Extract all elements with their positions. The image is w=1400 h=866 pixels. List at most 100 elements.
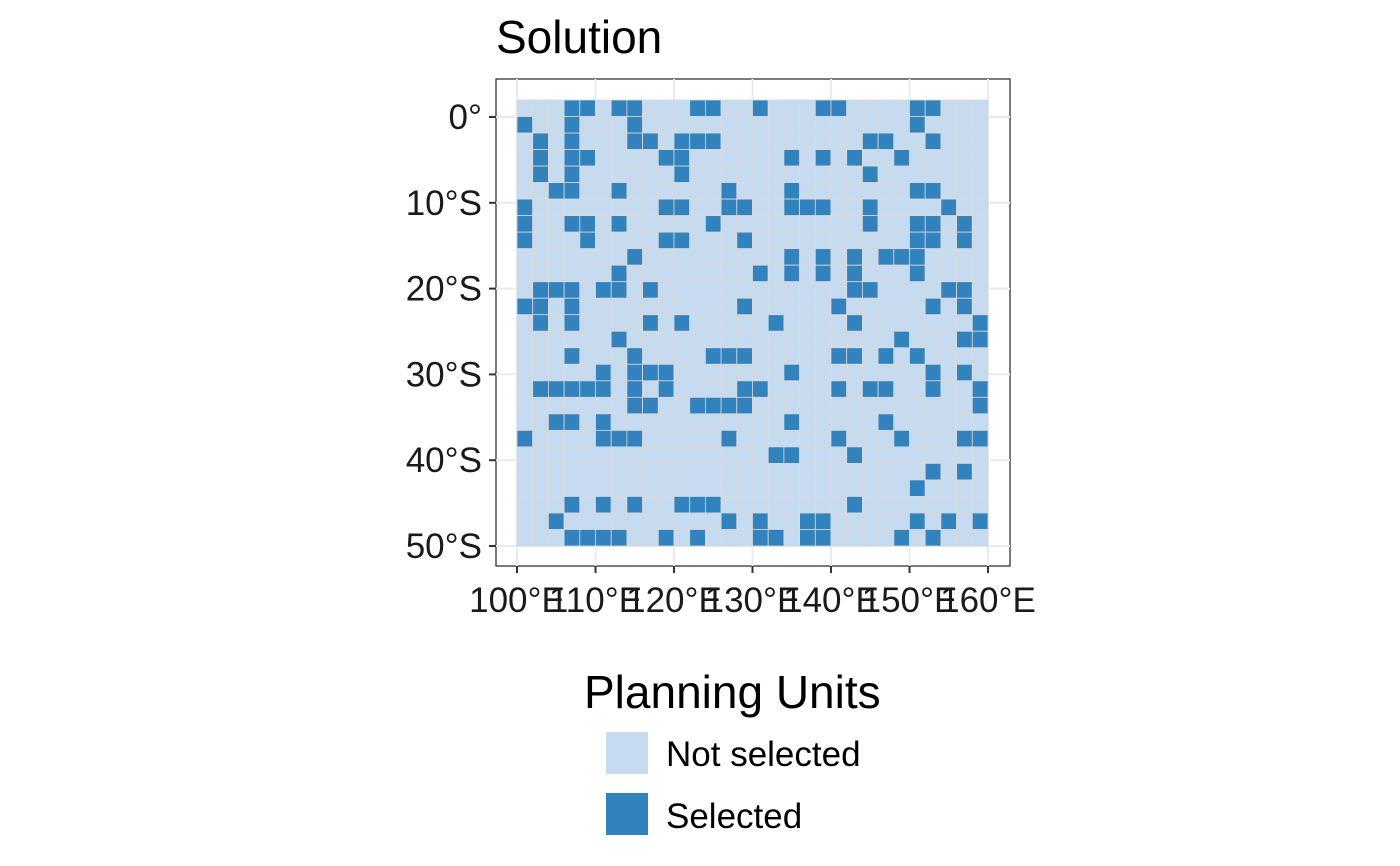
cell-not-selected (877, 264, 895, 283)
cell-not-selected (532, 413, 549, 431)
cell-not-selected (814, 380, 832, 398)
legend-swatch-selected (606, 793, 648, 835)
cell-not-selected (705, 149, 722, 167)
cell-not-selected (516, 132, 534, 150)
cell-not-selected (971, 479, 989, 497)
cell-not-selected (689, 479, 706, 497)
cell-not-selected (940, 380, 958, 398)
cell-not-selected (814, 132, 832, 150)
cell-not-selected (971, 248, 989, 266)
cell-not-selected (752, 463, 769, 481)
cell-not-selected (516, 281, 534, 299)
cell-selected (563, 529, 581, 547)
cell-selected (971, 429, 989, 448)
cell-not-selected (579, 446, 596, 464)
cell-not-selected (579, 413, 596, 431)
cell-not-selected (532, 231, 549, 250)
cell-not-selected (595, 396, 612, 415)
cell-not-selected (893, 479, 910, 497)
cell-selected (956, 281, 973, 299)
cell-not-selected (971, 132, 989, 150)
cell-not-selected (610, 116, 628, 134)
cell-selected (673, 165, 691, 183)
cell-not-selected (799, 314, 816, 332)
cell-not-selected (752, 165, 769, 183)
cell-selected (563, 116, 581, 134)
cell-not-selected (799, 380, 816, 398)
cell-not-selected (548, 231, 565, 250)
cell-not-selected (830, 182, 848, 200)
cell-not-selected (736, 149, 753, 167)
map-title: Solution (496, 11, 662, 63)
cell-not-selected (893, 215, 910, 233)
cell-not-selected (924, 281, 942, 299)
cell-not-selected (579, 198, 596, 217)
cell-not-selected (548, 363, 565, 382)
cell-not-selected (532, 264, 549, 283)
cell-selected (673, 231, 691, 250)
cell-not-selected (924, 314, 942, 332)
cell-selected (689, 99, 706, 117)
cell-not-selected (689, 165, 706, 183)
cell-not-selected (971, 264, 989, 283)
cell-not-selected (846, 396, 863, 415)
cell-not-selected (736, 512, 753, 530)
cell-not-selected (736, 264, 753, 283)
cell-not-selected (642, 496, 659, 514)
cell-not-selected (862, 99, 879, 117)
cell-not-selected (516, 99, 534, 117)
cell-not-selected (689, 512, 706, 530)
cell-selected (563, 347, 581, 365)
cell-not-selected (595, 314, 612, 332)
cell-selected (971, 330, 989, 349)
cell-not-selected (846, 330, 863, 349)
cell-not-selected (909, 165, 926, 183)
cell-selected (532, 314, 549, 332)
cell-not-selected (532, 182, 549, 200)
cell-not-selected (657, 99, 675, 117)
cell-selected (956, 429, 973, 448)
cell-not-selected (532, 330, 549, 349)
cell-not-selected (705, 479, 722, 497)
cell-not-selected (579, 116, 596, 134)
cell-not-selected (877, 496, 895, 514)
cell-not-selected (516, 165, 534, 183)
x-tick-label: 120°E (626, 581, 722, 620)
cell-not-selected (940, 231, 958, 250)
cell-selected (673, 149, 691, 167)
cell-not-selected (642, 99, 659, 117)
cell-selected (595, 529, 612, 547)
cell-selected (563, 215, 581, 233)
cell-not-selected (736, 429, 753, 448)
cell-not-selected (956, 99, 973, 117)
cell-not-selected (563, 429, 581, 448)
cell-not-selected (877, 429, 895, 448)
cell-not-selected (956, 165, 973, 183)
cell-not-selected (877, 182, 895, 200)
cell-not-selected (893, 363, 910, 382)
cell-not-selected (736, 463, 753, 481)
cell-not-selected (846, 182, 863, 200)
cell-selected (689, 529, 706, 547)
cell-not-selected (862, 512, 879, 530)
cell-not-selected (830, 231, 848, 250)
cell-not-selected (846, 132, 863, 150)
cell-not-selected (532, 99, 549, 117)
cell-not-selected (752, 429, 769, 448)
cell-selected (862, 281, 879, 299)
cell-not-selected (909, 363, 926, 382)
cell-not-selected (516, 529, 534, 547)
cell-not-selected (689, 363, 706, 382)
cell-not-selected (673, 512, 691, 530)
cell-not-selected (909, 149, 926, 167)
cell-not-selected (657, 396, 675, 415)
cell-not-selected (720, 314, 738, 332)
cell-not-selected (642, 231, 659, 250)
cell-not-selected (971, 413, 989, 431)
cell-not-selected (595, 463, 612, 481)
cell-not-selected (893, 264, 910, 283)
cell-not-selected (830, 314, 848, 332)
cell-selected (720, 429, 738, 448)
cell-not-selected (893, 281, 910, 299)
